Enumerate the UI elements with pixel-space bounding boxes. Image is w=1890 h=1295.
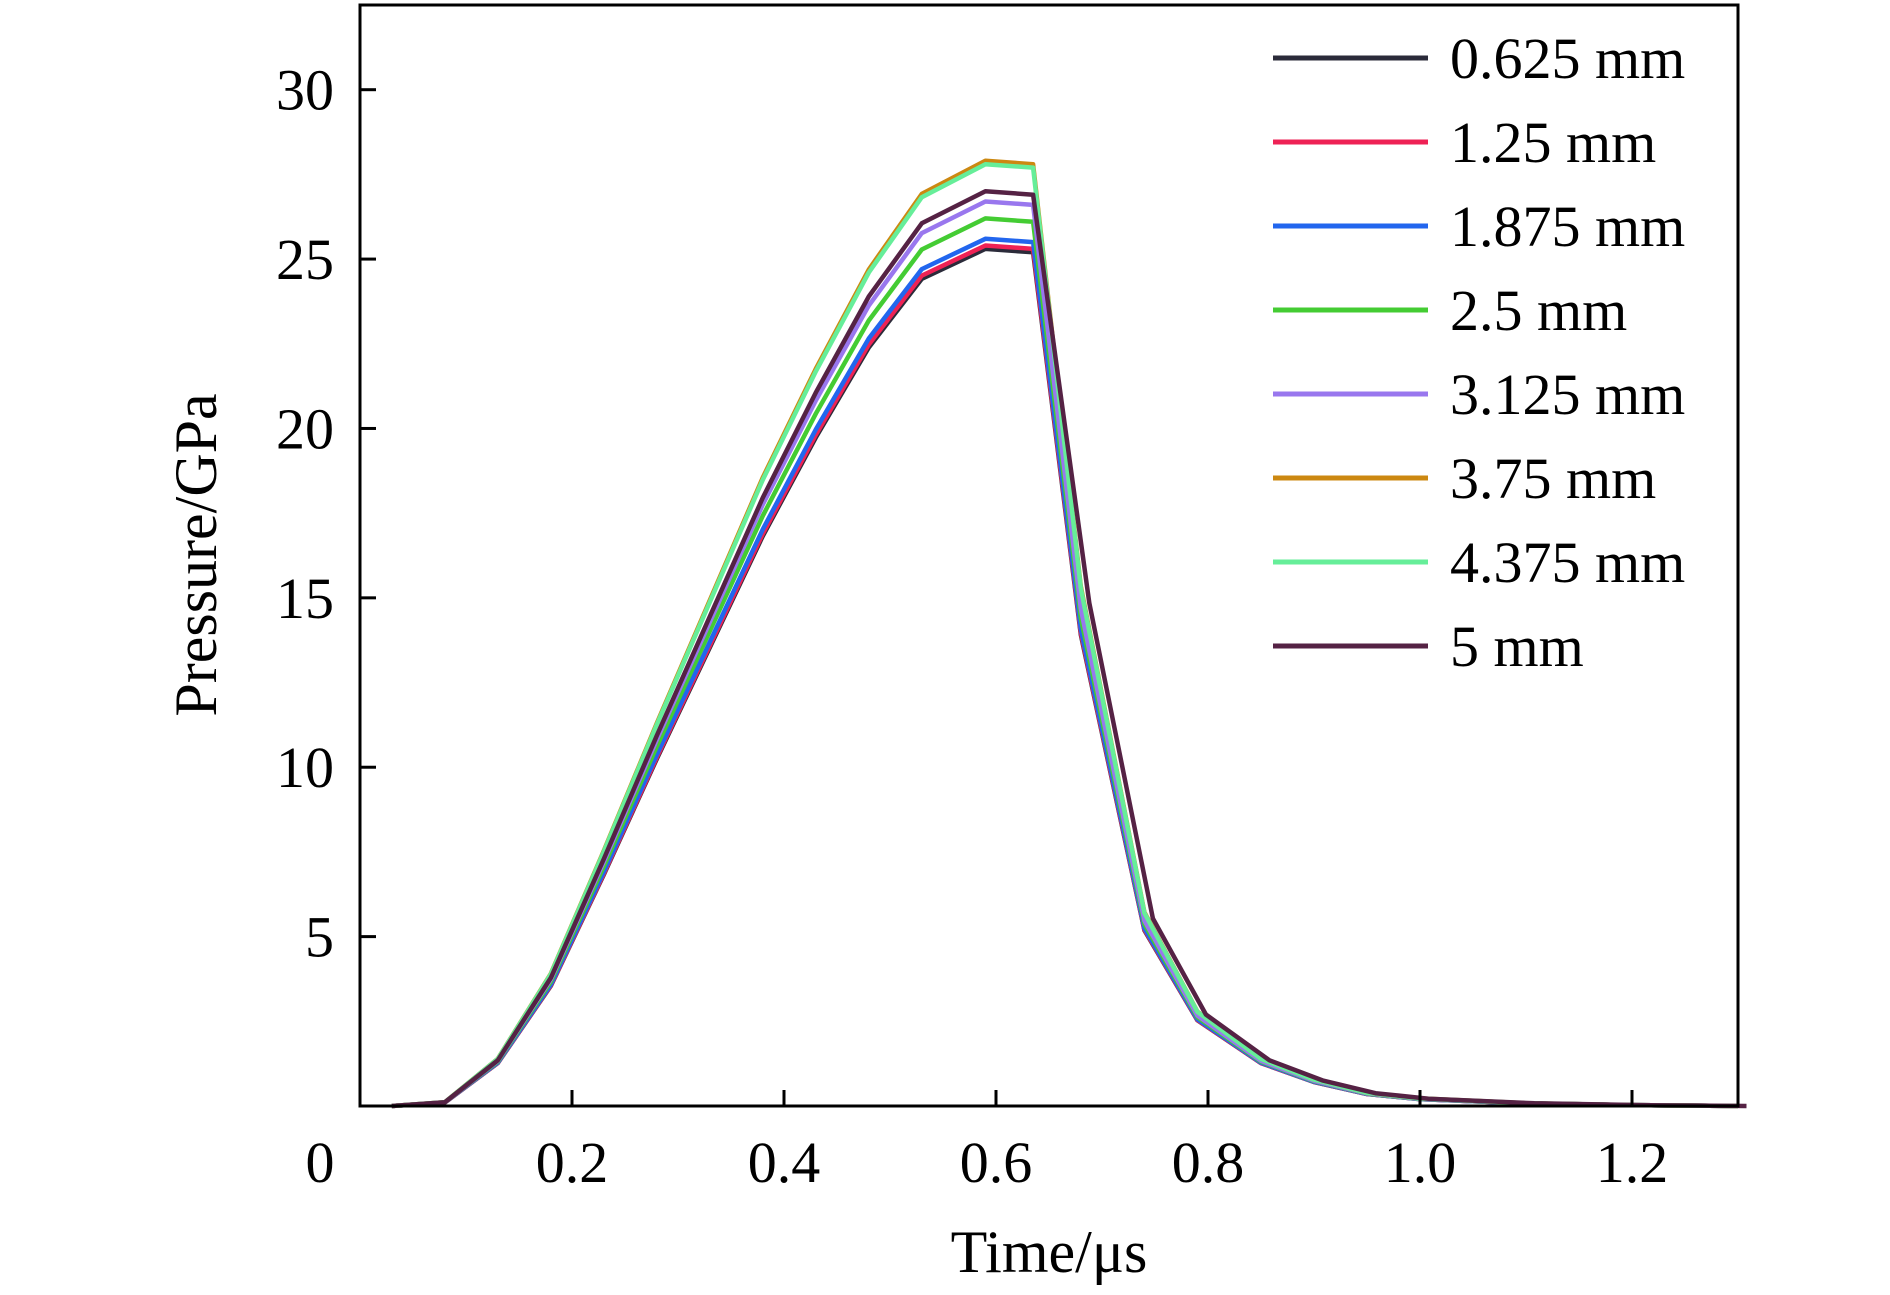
y-tick-label: 30 (276, 58, 334, 123)
x-tick-label: 1.0 (1384, 1130, 1457, 1195)
legend: 0.625 mm 1.25 mm 1.875 mm 2.5 mm 3.125 mm 3.7… (1273, 26, 1685, 679)
y-axis-title: Pressure/GPa (163, 393, 229, 716)
legend-label: 5 mm (1450, 614, 1584, 679)
x-tick-label: 0 (306, 1130, 335, 1195)
x-tick-label: 0.2 (536, 1130, 609, 1195)
legend-label: 3.125 mm (1450, 362, 1685, 427)
y-tick-label: 20 (276, 396, 334, 461)
legend-label: 0.625 mm (1450, 26, 1685, 91)
y-tick-label: 10 (276, 735, 334, 800)
legend-label: 4.375 mm (1450, 530, 1685, 595)
legend-label: 2.5 mm (1450, 278, 1627, 343)
x-tick-label: 0.4 (748, 1130, 821, 1195)
x-tick-label: 0.8 (1172, 1130, 1245, 1195)
legend-label: 1.25 mm (1450, 110, 1656, 175)
plot-frame (358, 3, 1740, 1108)
y-axis-ticks: 5 10 15 20 25 30 (276, 58, 376, 970)
y-tick-label: 5 (305, 905, 334, 970)
legend-label: 3.75 mm (1450, 446, 1656, 511)
y-tick-label: 25 (276, 227, 334, 292)
legend-label: 1.875 mm (1450, 194, 1685, 259)
y-tick-label: 15 (276, 566, 334, 631)
plot-lines (391, 158, 1747, 1109)
x-axis-title: Time/μs (951, 1219, 1148, 1285)
x-tick-label: 1.2 (1596, 1130, 1669, 1195)
series-line (391, 189, 1747, 1109)
x-tick-label: 0.6 (960, 1130, 1033, 1195)
x-axis-ticks: 0 0.2 0.4 0.6 0.8 1.0 1.2 (306, 1090, 1669, 1195)
